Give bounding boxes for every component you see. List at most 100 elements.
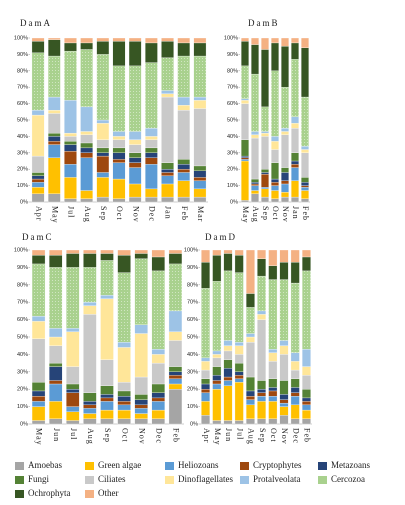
bar-segment: [193, 165, 207, 171]
bar-segment: [47, 39, 61, 57]
bar-texture: [290, 283, 300, 353]
bar-segment: [31, 178, 45, 183]
bar-segment: [168, 366, 183, 372]
bar-segment: [234, 342, 244, 346]
bar-segment: [66, 253, 80, 268]
bar-segment: [212, 389, 222, 421]
bar-segment: [251, 44, 259, 75]
bar-segment: [261, 173, 269, 188]
bar-segment: [245, 249, 255, 294]
bar-segment: [64, 151, 77, 165]
bar-segment: [151, 362, 165, 385]
bar-segment: [134, 333, 148, 378]
bar-segment: [257, 258, 267, 277]
bar-texture: [112, 65, 126, 132]
bar-segment: [271, 149, 279, 163]
bar-segment: [96, 37, 110, 42]
y-tick-label: 70%: [187, 300, 198, 306]
bar-segment: [145, 42, 158, 63]
y-tick-label: 20%: [17, 167, 28, 173]
bar-segment: [291, 37, 299, 44]
bar-segment: [128, 144, 142, 153]
bar-segment: [251, 37, 259, 45]
bar-segment: [64, 136, 77, 142]
bar-segment: [47, 113, 61, 134]
bar-segment: [31, 420, 46, 425]
bar-texture: [134, 258, 148, 325]
bar-segment: [241, 41, 249, 67]
y-tick-label: 0%: [190, 421, 198, 427]
bar-segment: [291, 42, 299, 60]
bar-segment: [245, 336, 255, 343]
bar-segment: [290, 249, 300, 263]
bar-segment: [223, 359, 233, 369]
bar-texture: [223, 270, 233, 341]
x-tick-label: Oct: [271, 206, 280, 221]
bar-segment: [47, 136, 61, 142]
x-tick-label: Dec: [154, 428, 163, 444]
bar-segment: [193, 180, 207, 190]
x-tick-label: May: [213, 428, 222, 446]
y-tick-label: 10%: [227, 183, 238, 189]
x-tick-label: Feb: [301, 206, 310, 221]
bar-segment: [241, 37, 249, 42]
bar-segment: [151, 249, 165, 258]
bar-segment: [168, 310, 183, 332]
bar-segment: [279, 406, 289, 416]
x-tick-label: Aug: [247, 428, 256, 445]
bar-segment: [212, 383, 222, 390]
bar-segment: [80, 190, 93, 199]
bar-segment: [31, 37, 45, 42]
bar-segment: [64, 37, 77, 44]
bar-segment: [193, 96, 207, 101]
bar-segment: [80, 134, 93, 144]
bar-segment: [112, 159, 126, 163]
bar-segment: [31, 382, 46, 392]
bar-segment: [134, 253, 148, 259]
bar-segment: [271, 42, 279, 71]
bar-segment: [112, 198, 126, 203]
bar-segment: [177, 37, 191, 44]
bar-segment: [145, 147, 158, 153]
bar-segment: [301, 397, 311, 402]
bar-segment: [251, 131, 259, 135]
bar-segment: [96, 147, 110, 153]
legend-label: Amoebas: [28, 460, 62, 470]
bar-segment: [271, 182, 279, 186]
bar-segment: [31, 172, 45, 176]
y-tick-label: 30%: [17, 369, 28, 375]
bar-segment: [83, 401, 97, 406]
bar-segment: [100, 394, 114, 399]
bar-segment: [145, 128, 158, 137]
bar-segment: [301, 198, 309, 203]
bar-segment: [245, 396, 255, 400]
bar-segment: [223, 350, 233, 360]
bar-segment: [279, 399, 289, 404]
bar-segment: [47, 110, 61, 114]
bar-segment: [212, 354, 222, 359]
y-tick-label: 30%: [187, 369, 198, 375]
bar-segment: [49, 418, 63, 425]
bar-segment: [261, 37, 269, 50]
bar-segment: [241, 139, 249, 157]
bar-texture: [151, 270, 165, 350]
bar-segment: [83, 413, 97, 419]
bar-segment: [66, 392, 80, 407]
bar-segment: [290, 262, 300, 284]
bar-segment: [128, 167, 142, 185]
bar-segment: [193, 170, 207, 178]
bar-segment: [117, 390, 131, 397]
y-tick-label: 50%: [17, 334, 28, 340]
bar-segment: [257, 389, 267, 393]
bar-segment: [241, 159, 249, 162]
bar-segment: [201, 401, 211, 416]
bar-segment: [31, 249, 46, 256]
bar-segment: [168, 375, 183, 379]
bar-segment: [49, 328, 63, 338]
x-tick-label: May: [241, 206, 250, 224]
bar-segment: [301, 37, 309, 48]
bar-segment: [241, 157, 249, 160]
legend-swatch: [240, 476, 249, 484]
bar-texture: [271, 70, 279, 137]
bar-segment: [234, 362, 244, 372]
